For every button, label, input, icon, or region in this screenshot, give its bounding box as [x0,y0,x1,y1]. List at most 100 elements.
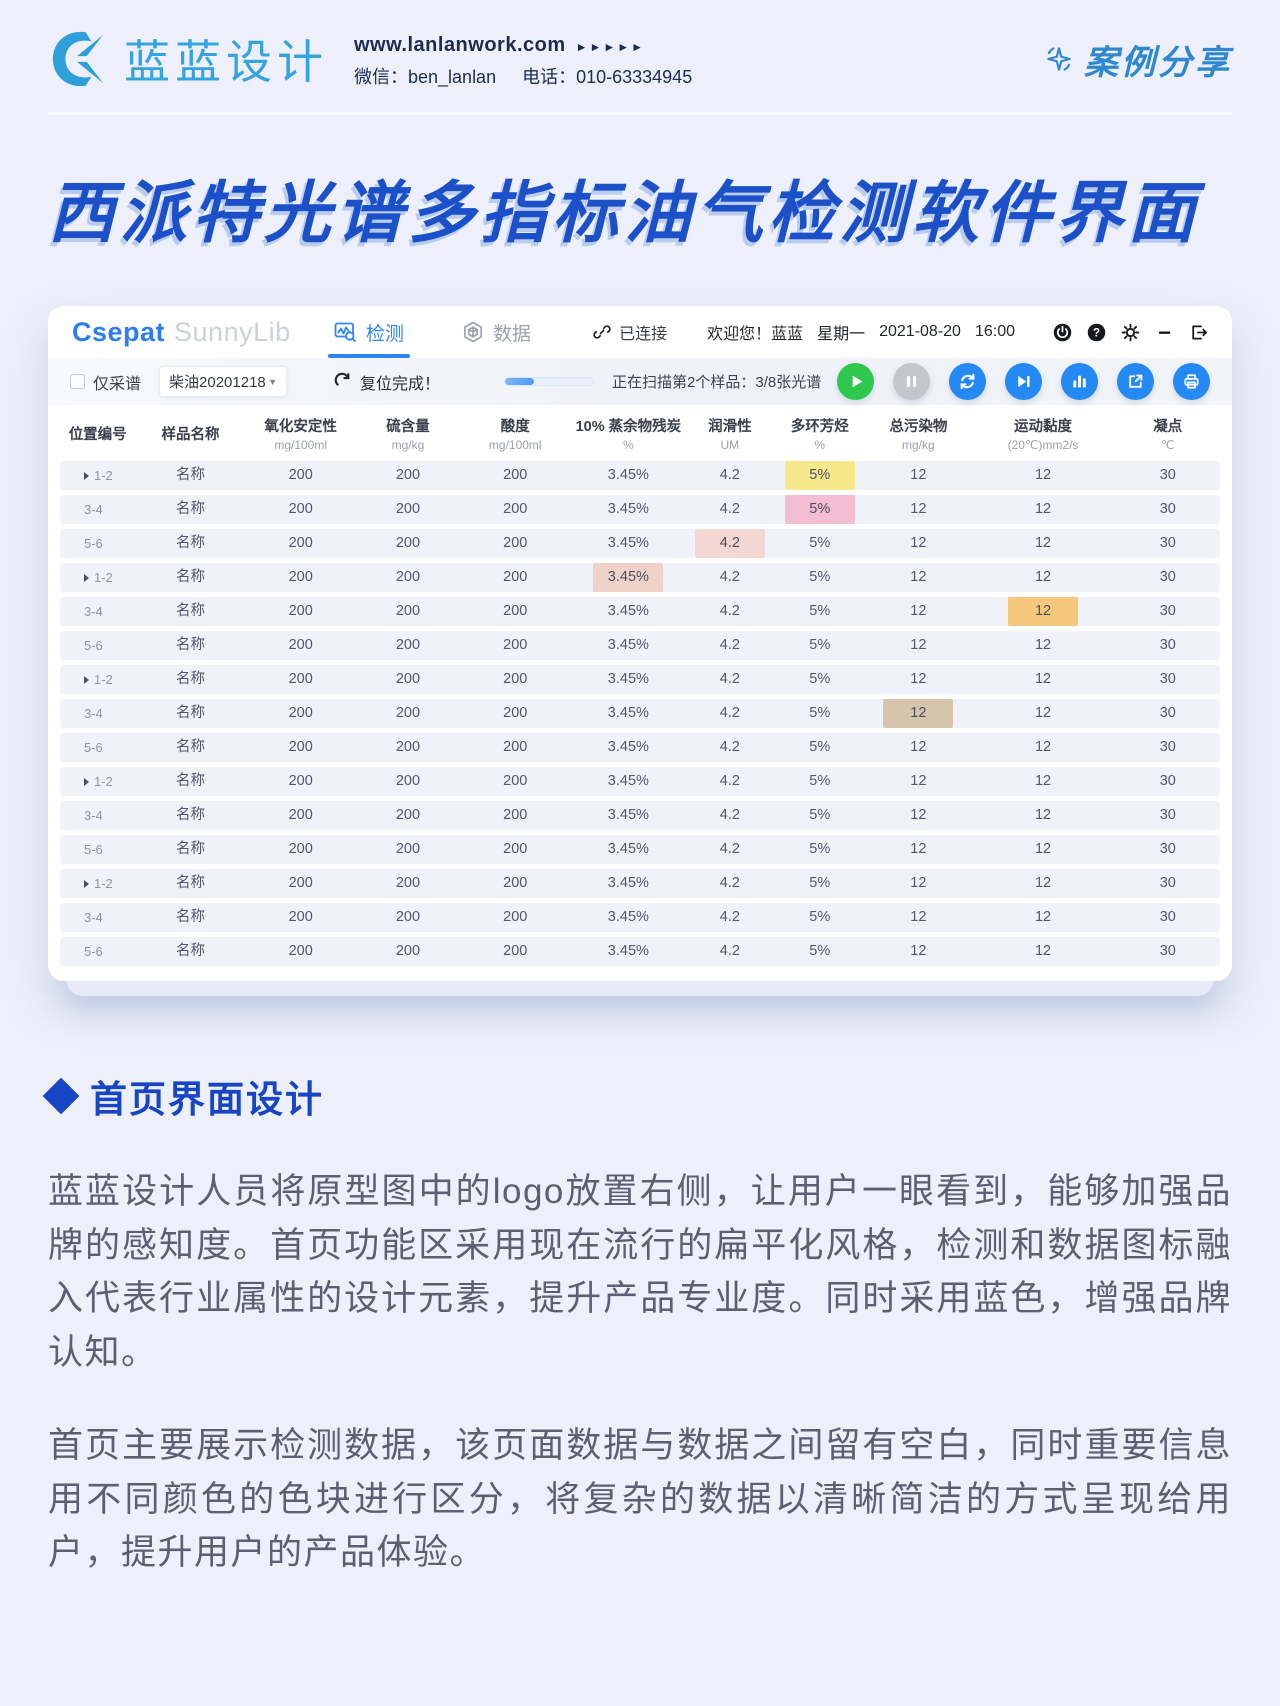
data-cell: 200 [503,841,528,857]
table-row[interactable]: 3-4 名称 200 200 200 3.45% 4.2 5% 12 12 30 [60,801,1220,830]
column-header: 运动黏度 (20℃)mm2/s [1007,418,1079,452]
app-brand: Csepat SunnyLib [72,317,291,348]
table-row[interactable]: 5-6 名称 200 200 200 3.45% 4.2 5% 12 12 30 [60,733,1220,762]
tab-data[interactable]: 数据 [462,306,531,358]
position-cell: 1-2 [60,461,135,490]
table-row[interactable]: 5-6 名称 200 200 200 3.45% 4.2 5% 12 12 30 [60,631,1220,660]
position-cell: 5-6 [84,638,103,653]
data-cell: 5% [773,461,866,490]
data-cell: 名称 [175,807,205,823]
sample-select-value: 柴油20201218 [169,374,266,391]
data-cell: 12 [910,807,927,823]
data-cell: 200 [395,705,421,721]
data-cell: 30 [1159,569,1176,585]
data-cell: 200 [503,909,528,925]
data-cell: 12 [910,535,927,551]
data-cell: 4.2 [719,705,740,721]
data-cell: 4.2 [719,671,740,687]
data-cell: 200 [395,603,421,619]
pause-button[interactable] [893,363,930,400]
data-cell: 200 [503,943,528,959]
table-row[interactable]: 1-2 名称 200 200 200 3.45% 4.2 5% 12 12 30 [60,665,1220,694]
table-row[interactable]: 3-4 名称 200 200 200 3.45% 4.2 5% 12 12 30 [60,903,1220,932]
data-cell: 30 [1159,909,1176,925]
data-cell: 200 [395,807,421,823]
sync-button[interactable] [949,363,986,400]
data-cell: 3.45% [570,563,686,592]
data-cell: 5% [809,671,831,687]
welcome-text: 欢迎您！蓝蓝 [707,326,804,343]
tab-detection-label: 检测 [366,323,405,345]
table-row[interactable]: 5-6 名称 200 200 200 3.45% 4.2 5% 12 12 30 [60,835,1220,864]
expand-triangle-icon[interactable] [84,574,89,582]
skip-next-button[interactable] [1005,363,1042,400]
expand-triangle-icon[interactable] [84,472,89,480]
print-button[interactable] [1173,363,1210,400]
table-row[interactable]: 1-2 名称 200 200 200 3.45% 4.2 5% 12 12 30 [60,563,1220,592]
table-row[interactable]: 3-4 名称 200 200 200 3.45% 4.2 5% 12 12 30 [60,597,1220,626]
sparkle-icon [1047,47,1071,71]
section-heading: 首页界面设计 [42,1069,1232,1123]
settings-icon[interactable] [1121,323,1140,342]
position-cell: 5-6 [84,944,103,959]
capture-only-checkbox[interactable] [70,374,85,389]
data-cell: 名称 [175,535,205,551]
phone-label: 电话：010-63334945 [522,66,693,87]
scan-progress-bar [504,377,595,386]
help-icon[interactable]: ? [1087,323,1106,342]
data-cell: 3.45% [607,773,649,789]
connection-status: 已连接 [593,320,667,344]
data-cell: 200 [395,467,421,483]
sample-select[interactable]: 柴油20201218 ▼ [159,366,288,397]
data-cell: 200 [395,535,421,551]
table-row[interactable]: 1-2 名称 200 200 200 3.45% 4.2 5% 12 12 30 [60,869,1220,898]
bar-chart-button[interactable] [1061,363,1098,400]
data-cell: 200 [288,467,313,483]
expand-triangle-icon[interactable] [84,778,89,786]
expand-triangle-icon[interactable] [84,880,89,888]
results-table: 位置编号 样品名称 氧化安定性 mg/100ml 硫含量 mg/kg 酸度 mg/100ml 1… [60,409,1220,971]
data-cell: 4.2 [719,467,740,483]
table-row[interactable]: 3-4 名称 200 200 200 3.45% 4.2 5% 12 12 30 [60,699,1220,728]
data-cell: 4.2 [719,943,740,959]
data-cell: 12 [1034,739,1052,755]
scan-status-text: 正在扫描第2个样品：3/8张光谱 [612,374,822,391]
minimize-icon[interactable]: − [1158,319,1171,345]
data-cell: 200 [288,909,313,925]
data-cell: 5% [809,569,831,585]
exit-icon[interactable] [1189,323,1208,342]
data-cell: 12 [1034,637,1052,653]
data-cell: 30 [1159,671,1176,687]
table-row[interactable]: 3-4 名称 200 200 200 3.45% 4.2 5% 12 12 30 [60,495,1220,524]
column-header: 位置编号 [68,426,127,443]
data-cell: 5% [809,943,831,959]
play-button[interactable] [837,363,874,400]
table-row[interactable]: 1-2 名称 200 200 200 3.45% 4.2 5% 12 12 30 [60,767,1220,796]
power-icon[interactable] [1053,323,1072,342]
data-cell: 200 [395,739,421,755]
data-cell: 200 [503,739,528,755]
expand-triangle-icon[interactable] [84,676,89,684]
data-cell: 200 [288,501,313,517]
website-url: www.lanlanwork.com [354,33,566,56]
data-cell: 4.2 [719,773,740,789]
section-title: 首页界面设计 [90,1079,324,1120]
data-cell: 12 [910,841,927,857]
position-cell: 1-2 [60,869,135,898]
table-row[interactable]: 1-2 名称 200 200 200 3.45% 4.2 5% 12 12 30 [60,461,1220,490]
table-row[interactable]: 5-6 名称 200 200 200 3.45% 4.2 5% 12 12 30 [60,529,1220,558]
table-row[interactable]: 5-6 名称 200 200 200 3.45% 4.2 5% 12 12 30 [60,937,1220,966]
data-cell: 名称 [175,467,205,483]
column-header: 氧化安定性 mg/100ml [264,418,337,452]
app-navbar: Csepat SunnyLib 检测 [48,306,1232,358]
app-toolbar: 仅采谱 柴油20201218 ▼ 复位完成！ 正在扫描第2个样品：3/8张光谱 [48,358,1232,405]
data-cell: 3.45% [607,875,649,891]
tab-detection[interactable]: 检测 [328,306,411,358]
data-cell: 12 [910,943,927,959]
export-button[interactable] [1117,363,1154,400]
position-cell: 3-4 [84,502,103,517]
reset-status[interactable]: 复位完成！ [333,370,440,394]
data-cell: 12 [910,637,927,653]
toolbar-buttons [837,363,1210,400]
data-cell: 3.45% [607,909,649,925]
